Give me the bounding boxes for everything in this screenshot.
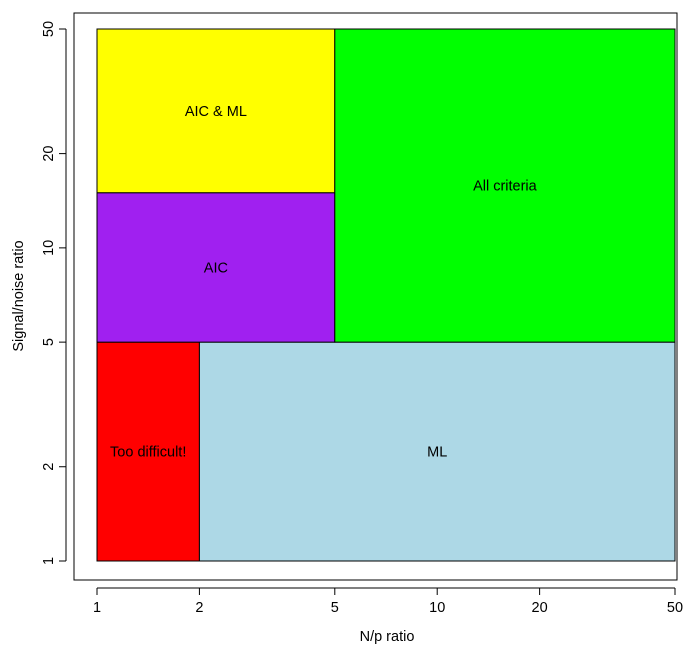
region-label-ml: ML bbox=[427, 445, 447, 461]
y-tick-label: 20 bbox=[41, 146, 57, 162]
y-tick-label: 1 bbox=[41, 557, 57, 565]
x-tick-label: 20 bbox=[532, 600, 548, 616]
y-tick-label: 50 bbox=[41, 21, 57, 37]
region-label-all-criteria: All criteria bbox=[473, 179, 538, 195]
region-ml bbox=[198, 341, 676, 562]
region-aic-ml bbox=[96, 28, 336, 194]
x-axis-title: N/p ratio bbox=[360, 629, 415, 645]
region-label-too-difficult: Too difficult! bbox=[110, 445, 186, 461]
x-axis: 1 2 5 10 20 50 bbox=[93, 587, 683, 616]
region-label-aic-ml: AIC & ML bbox=[185, 104, 247, 120]
region-labels: Too difficult! ML AIC AIC & ML All criteria bbox=[110, 104, 538, 461]
plot-frame bbox=[73, 12, 678, 581]
regions bbox=[96, 28, 676, 562]
x-tick-label: 10 bbox=[429, 600, 445, 616]
x-tick-label: 50 bbox=[667, 600, 683, 616]
region-all-criteria bbox=[334, 28, 676, 343]
x-tick-label: 2 bbox=[195, 600, 203, 616]
x-tick-label: 1 bbox=[93, 600, 101, 616]
y-tick-label: 5 bbox=[41, 338, 57, 346]
y-axis: 1 2 5 10 20 50 bbox=[41, 21, 67, 565]
y-tick-label: 2 bbox=[41, 463, 57, 471]
y-tick-label: 10 bbox=[41, 240, 57, 256]
y-axis-title: Signal/noise ratio bbox=[11, 240, 27, 351]
x-tick-label: 5 bbox=[331, 600, 339, 616]
region-label-aic: AIC bbox=[204, 260, 228, 276]
